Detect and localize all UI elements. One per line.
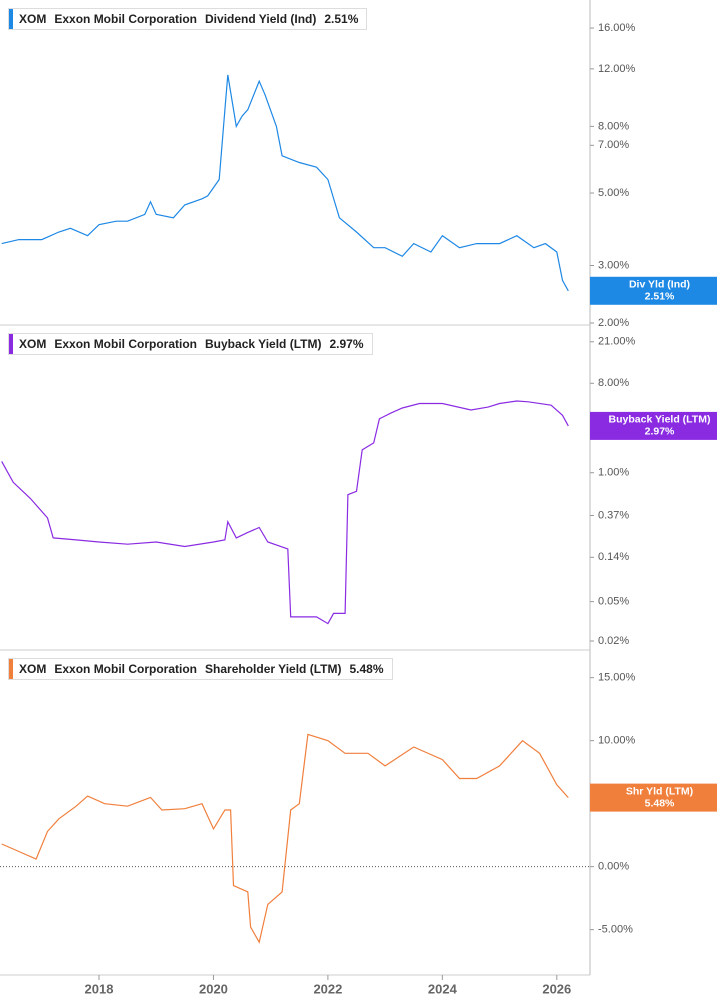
y-tick-label: 7.00% bbox=[598, 139, 629, 151]
panel-header: XOM Exxon Mobil Corporation Shareholder Yi… bbox=[8, 658, 393, 680]
y-tick-label: 8.00% bbox=[598, 120, 629, 132]
badge-value: 2.51% bbox=[645, 291, 675, 303]
series-line bbox=[1, 74, 569, 292]
company: Exxon Mobil Corporation bbox=[54, 662, 198, 676]
y-tick-label: 0.37% bbox=[598, 509, 629, 521]
series-line bbox=[1, 733, 569, 944]
badge-value: 2.97% bbox=[645, 426, 675, 438]
badge-label: Shr Yld (LTM) bbox=[626, 785, 693, 797]
y-tick-label: 0.05% bbox=[598, 595, 629, 607]
current-value: 5.48% bbox=[349, 662, 384, 676]
y-tick-label: 0.14% bbox=[598, 551, 629, 563]
x-tick-label: 2018 bbox=[85, 981, 114, 996]
ticker: XOM bbox=[19, 12, 47, 26]
value-badge bbox=[590, 276, 717, 305]
current-value: 2.97% bbox=[329, 337, 364, 351]
ticker: XOM bbox=[19, 662, 47, 676]
current-value: 2.51% bbox=[324, 12, 359, 26]
y-tick-label: 3.00% bbox=[598, 259, 629, 271]
y-tick-label: -5.00% bbox=[598, 924, 633, 936]
series-line bbox=[1, 400, 569, 625]
badge-value: 5.48% bbox=[645, 797, 675, 809]
x-tick-label: 2022 bbox=[313, 981, 342, 996]
y-tick-label: 2.00% bbox=[598, 317, 629, 329]
y-tick-label: 16.00% bbox=[598, 22, 636, 34]
header-color-bar bbox=[9, 9, 13, 29]
value-badge bbox=[590, 411, 717, 440]
value-badge bbox=[590, 783, 717, 812]
panel-header: XOM Exxon Mobil Corporation Dividend Yield… bbox=[8, 8, 368, 30]
header-color-bar bbox=[9, 334, 13, 354]
y-tick-label: 5.00% bbox=[598, 187, 629, 199]
company: Exxon Mobil Corporation bbox=[54, 337, 198, 351]
y-tick-label: 10.00% bbox=[598, 735, 636, 747]
y-tick-label: 8.00% bbox=[598, 377, 629, 389]
x-tick-label: 2026 bbox=[542, 981, 571, 996]
company: Exxon Mobil Corporation bbox=[54, 12, 198, 26]
y-tick-label: 12.00% bbox=[598, 63, 636, 75]
metric-name: Buyback Yield (LTM) bbox=[205, 337, 322, 351]
y-tick-label: 1.00% bbox=[598, 467, 629, 479]
y-tick-label: 0.02% bbox=[598, 635, 629, 647]
badge-label: Div Yld (Ind) bbox=[629, 279, 690, 291]
x-tick-label: 2024 bbox=[428, 981, 458, 996]
panel-header: XOM Exxon Mobil Corporation Buyback Yield … bbox=[8, 333, 373, 355]
metric-name: Dividend Yield (Ind) bbox=[205, 12, 317, 26]
header-color-bar bbox=[9, 659, 13, 679]
badge-label: Buyback Yield (LTM) bbox=[609, 414, 711, 426]
x-tick-label: 2020 bbox=[199, 981, 228, 996]
ticker: XOM bbox=[19, 337, 47, 351]
y-tick-label: 15.00% bbox=[598, 672, 636, 684]
y-tick-label: 21.00% bbox=[598, 336, 636, 348]
metric-name: Shareholder Yield (LTM) bbox=[205, 662, 342, 676]
y-tick-label: 0.00% bbox=[598, 861, 629, 873]
